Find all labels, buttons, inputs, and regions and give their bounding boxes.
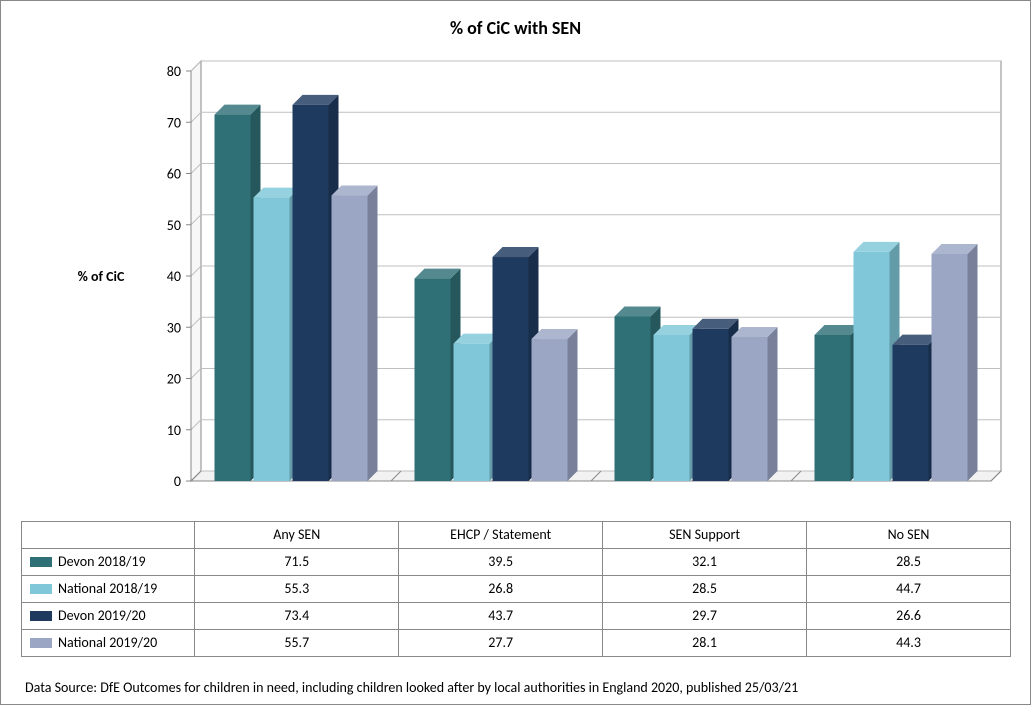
table-column-header: SEN Support (603, 522, 807, 549)
bar (893, 345, 929, 481)
table-cell: 28.5 (603, 576, 807, 603)
bar (732, 337, 768, 481)
table-cell: 55.7 (195, 630, 399, 657)
table-cell: 73.4 (195, 603, 399, 630)
table-column-header: EHCP / Statement (399, 522, 603, 549)
table-cell: 43.7 (399, 603, 603, 630)
legend-swatch (30, 557, 52, 567)
y-tick-label: 10 (167, 422, 181, 439)
series-label-cell: National 2019/20 (22, 630, 195, 657)
table-column-header: No SEN (807, 522, 1011, 549)
bar-side (768, 327, 778, 481)
table-row: National 2019/2055.727.728.144.3 (22, 630, 1011, 657)
y-tick-label: 80 (167, 63, 181, 80)
y-tick-label: 60 (167, 166, 181, 183)
series-label-cell: National 2018/19 (22, 576, 195, 603)
data-source-note: Data Source: DfE Outcomes for children i… (21, 675, 1010, 696)
bar (615, 316, 651, 481)
chart-frame: % of CiC with SEN 0 10 20 30 40 50 60 70 80 % of … (0, 0, 1031, 705)
table-cell: 32.1 (603, 549, 807, 576)
table-row: Devon 2019/2073.443.729.726.6 (22, 603, 1011, 630)
table-header-row: Any SENEHCP / StatementSEN SupportNo SEN (22, 522, 1011, 549)
bar (815, 335, 851, 481)
table-cell: 44.3 (807, 630, 1011, 657)
bar (532, 339, 568, 481)
table-corner-cell (22, 522, 195, 549)
y-tick-label: 0 (174, 473, 181, 490)
y-axis-label: % of CiC (78, 268, 125, 285)
bar-side (368, 186, 378, 481)
series-label-cell: Devon 2019/20 (22, 603, 195, 630)
y-tick-label: 70 (167, 114, 181, 131)
legend-swatch (30, 638, 52, 648)
series-label-cell: Devon 2018/19 (22, 549, 195, 576)
bar (293, 105, 329, 481)
bar-side (968, 244, 978, 481)
table-cell: 55.3 (195, 576, 399, 603)
table-row: Devon 2018/1971.539.532.128.5 (22, 549, 1011, 576)
bar (693, 329, 729, 481)
table-cell: 26.8 (399, 576, 603, 603)
bar (493, 257, 529, 481)
table-cell: 26.6 (807, 603, 1011, 630)
legend-swatch (30, 584, 52, 594)
bar (932, 254, 968, 481)
legend-swatch (30, 611, 52, 621)
bar (854, 252, 890, 481)
bar (415, 279, 451, 481)
table-cell: 29.7 (603, 603, 807, 630)
bar (332, 196, 368, 481)
table-row: National 2018/1955.326.828.544.7 (22, 576, 1011, 603)
data-table: Any SENEHCP / StatementSEN SupportNo SEN… (21, 521, 1011, 657)
bar (654, 335, 690, 481)
table-column-header: Any SEN (195, 522, 399, 549)
chart-title: % of CiC with SEN (21, 17, 1010, 39)
y-tick-label: 40 (167, 268, 181, 285)
bar (254, 198, 290, 481)
bar-side (568, 329, 578, 481)
y-tick-label: 50 (167, 217, 181, 234)
bar (454, 344, 490, 481)
table-cell: 44.7 (807, 576, 1011, 603)
table-cell: 39.5 (399, 549, 603, 576)
y-tick-label: 20 (167, 371, 181, 388)
chart-area: 0 10 20 30 40 50 60 70 80 % of CiC Any SENEHCP / S… (21, 51, 1010, 675)
y-tick-label: 30 (167, 319, 181, 336)
chart-svg: 0 10 20 30 40 50 60 70 80 % of CiC (21, 51, 1011, 521)
table-cell: 28.5 (807, 549, 1011, 576)
table-cell: 28.1 (603, 630, 807, 657)
bar (215, 115, 251, 481)
table-cell: 71.5 (195, 549, 399, 576)
table-cell: 27.7 (399, 630, 603, 657)
